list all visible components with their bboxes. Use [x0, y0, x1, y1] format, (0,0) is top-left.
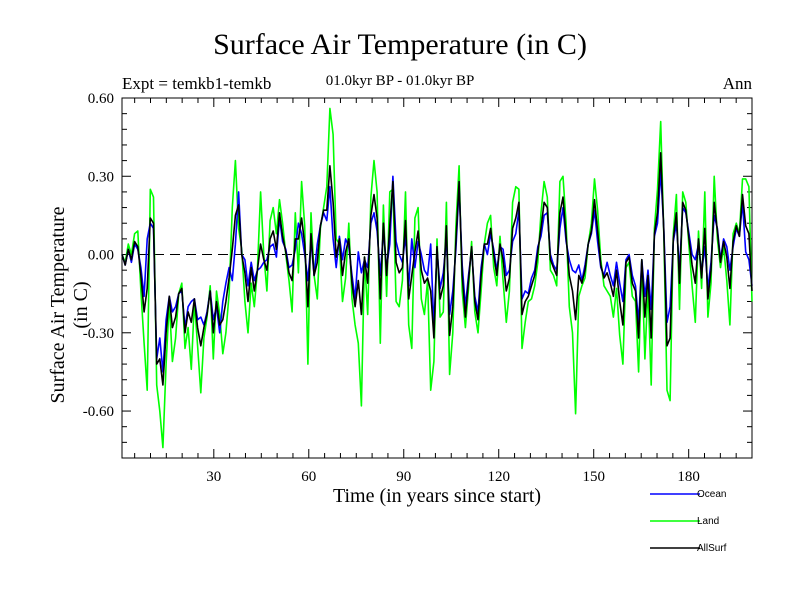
- x-tick-label: 180: [677, 469, 700, 485]
- period-label: Ann: [722, 74, 752, 93]
- x-tick-label: 30: [206, 469, 221, 485]
- axis-ticks: 0.60 0.30 0.00 -0.30 -0.60 30 60 90 120 150 180: [83, 91, 753, 485]
- x-tick-label: 150: [582, 469, 605, 485]
- series-line-land: [121, 107, 753, 449]
- x-tick-label: 60: [301, 469, 316, 485]
- y-tick-label: 0.00: [88, 248, 114, 264]
- plot-frame: [121, 97, 753, 459]
- series-line-allsurf: [121, 152, 753, 386]
- series-lines: [121, 107, 753, 449]
- chart-subtitle: 01.0kyr BP - 01.0kyr BP: [325, 73, 475, 89]
- legend-label-ocean: Ocean: [697, 489, 726, 500]
- experiment-label: Expt = temkb1-temkb: [122, 74, 272, 93]
- legend-label-land: Land: [697, 516, 719, 527]
- x-tick-label: 120: [487, 469, 510, 485]
- y-tick-label: -0.60: [83, 404, 114, 420]
- chart-title: Surface Air Temperature (in C): [213, 28, 587, 61]
- legend-label-allsurf: AllSurf: [697, 543, 727, 554]
- y-tick-label: 0.30: [88, 169, 114, 185]
- y-tick-label: 0.60: [88, 91, 114, 107]
- x-tick-label: 90: [396, 469, 411, 485]
- x-axis-label: Time (in years since start): [332, 485, 542, 507]
- legend: Ocean Land AllSurf: [650, 489, 727, 554]
- y-tick-label: -0.30: [83, 326, 114, 342]
